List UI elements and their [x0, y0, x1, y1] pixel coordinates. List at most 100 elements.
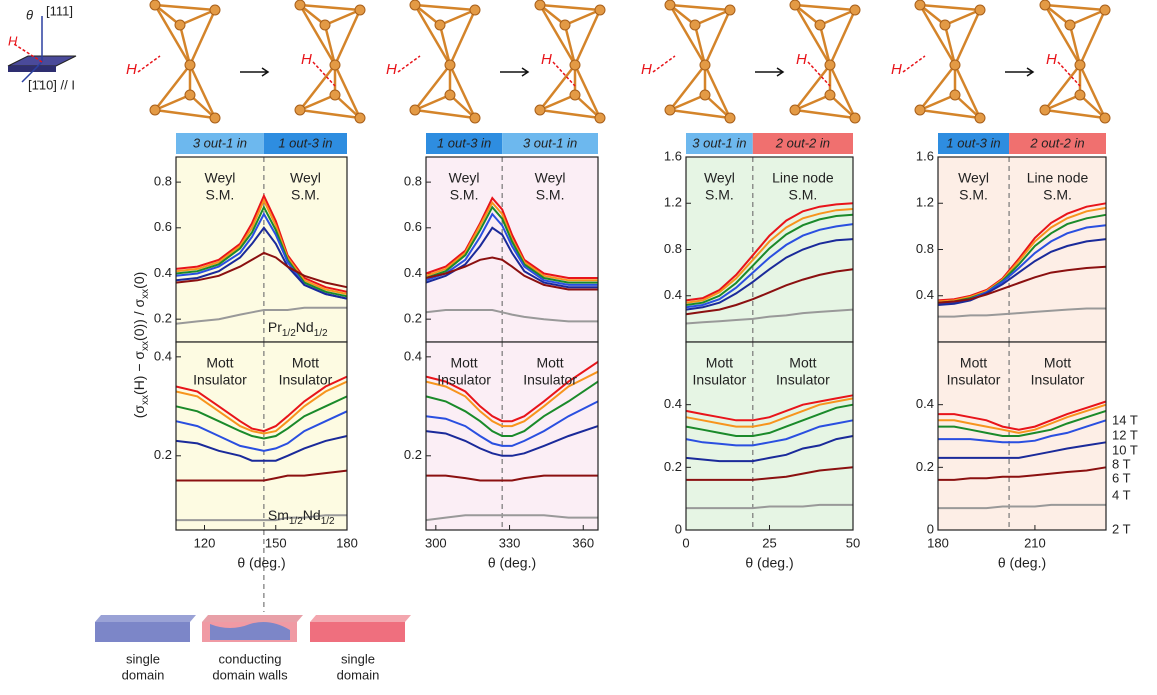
- panel-background: [176, 157, 347, 342]
- sample-label-part: 1/2: [314, 328, 328, 339]
- crystal-bond: [415, 5, 475, 10]
- panel: 1 out-3 in3 out-1 in0.20.40.60.8WeylS.M.…: [404, 133, 598, 342]
- atom: [175, 20, 185, 30]
- x-tick-label: 180: [336, 535, 358, 550]
- y-tick-label: 0: [927, 521, 934, 536]
- atom: [470, 5, 480, 15]
- domain-label: conducting: [219, 651, 282, 666]
- crystal-bond: [795, 5, 855, 10]
- y-tick-label: 0.4: [664, 287, 682, 302]
- axis-label: [1̄10] // I: [28, 77, 75, 92]
- atom: [950, 60, 960, 70]
- atom: [665, 0, 675, 10]
- y-label-part: (0)) / σ: [131, 298, 147, 340]
- atom: [1075, 90, 1085, 100]
- region-label: Insulator: [523, 372, 577, 388]
- atom: [825, 90, 835, 100]
- atom: [330, 90, 340, 100]
- atom: [185, 90, 195, 100]
- crystal-bond: [945, 25, 955, 65]
- atom: [1100, 113, 1110, 123]
- crystal-bond: [670, 5, 705, 65]
- x-axis-label: θ (deg.): [237, 555, 285, 571]
- y-tick-label: 0.2: [404, 311, 422, 326]
- domain-illustration: [95, 615, 411, 642]
- y-tick-label: 0.2: [154, 447, 172, 462]
- region-label: Weyl: [449, 170, 480, 186]
- atom: [210, 113, 220, 123]
- region-label: Mott: [706, 355, 733, 371]
- y-tick-label: 0.4: [404, 265, 422, 280]
- region-label: Weyl: [205, 170, 236, 186]
- sample-label-part: Nd: [296, 319, 314, 335]
- atom: [700, 60, 710, 70]
- x-tick-label: 360: [572, 535, 594, 550]
- region-label: Insulator: [947, 372, 1001, 388]
- y-tick-label: 0.8: [916, 241, 934, 256]
- legend-label: 4 T: [1112, 487, 1131, 502]
- field-label: H: [1046, 51, 1057, 68]
- crystal-bond: [1070, 25, 1080, 65]
- y-tick-label: 1.2: [916, 195, 934, 210]
- y-tick-label: 0.2: [664, 459, 682, 474]
- sample-label-part: 1/2: [321, 516, 335, 527]
- atom: [690, 20, 700, 30]
- region-label: Mott: [450, 355, 477, 371]
- panel: 3 out-1 in1 out-3 in0.20.40.60.8WeylS.M.…: [154, 133, 347, 342]
- atom: [975, 113, 985, 123]
- domain-box: [310, 622, 405, 642]
- y-tick-label: 0.2: [916, 459, 934, 474]
- y-tick-label: 0.2: [404, 447, 422, 462]
- y-tick-label: 0.8: [664, 241, 682, 256]
- atom: [410, 0, 420, 10]
- field-label: H: [891, 61, 902, 78]
- region-label: Weyl: [958, 170, 989, 186]
- x-tick-label: 150: [265, 535, 287, 550]
- y-tick-label: 0.6: [404, 219, 422, 234]
- region-label: Mott: [292, 355, 319, 371]
- atom: [1040, 0, 1050, 10]
- atom: [595, 113, 605, 123]
- field-arrow: [398, 56, 420, 72]
- x-axis-label: θ (deg.): [998, 555, 1046, 571]
- y-tick-label: 0.4: [916, 396, 934, 411]
- phase-label: 3 out-1 in: [692, 135, 746, 150]
- x-tick-label: 300: [425, 535, 447, 550]
- region-label: Mott: [789, 355, 816, 371]
- legend-label: 10 T: [1112, 442, 1138, 457]
- x-tick-label: 330: [499, 535, 521, 550]
- region-label: Mott: [960, 355, 987, 371]
- sample-label-part: Nd: [303, 507, 321, 523]
- crystal-bond: [565, 25, 575, 65]
- phase-label: 2 out-2 in: [775, 135, 830, 150]
- y-tick-label: 0.4: [664, 396, 682, 411]
- atom: [295, 105, 305, 115]
- field-arrow: [138, 56, 160, 72]
- domain-box-top: [95, 615, 196, 622]
- phase-label: 1 out-3 in: [278, 135, 332, 150]
- atom: [320, 20, 330, 30]
- region-label: S.M.: [450, 187, 479, 203]
- crystal-bond: [540, 5, 600, 10]
- region-label: Line node: [1027, 170, 1089, 186]
- region-label: Weyl: [290, 170, 321, 186]
- legend-label: 2 T: [1112, 521, 1131, 536]
- field-label: H: [386, 61, 397, 78]
- atom: [815, 20, 825, 30]
- field-label: H: [126, 61, 137, 78]
- sample-label-part: Sm: [268, 507, 289, 523]
- region-label: Mott: [536, 355, 563, 371]
- atom: [150, 0, 160, 10]
- x-axis-label: θ (deg.): [745, 555, 793, 571]
- sample-label-part: 1/2: [289, 516, 303, 527]
- region-label: Weyl: [535, 170, 566, 186]
- transition-arrow: [500, 68, 528, 76]
- atom: [535, 105, 545, 115]
- atom: [1040, 105, 1050, 115]
- x-tick-label: 180: [927, 535, 949, 550]
- atom: [295, 0, 305, 10]
- y-tick-label: 0.4: [154, 348, 172, 363]
- x-tick-label: 0: [682, 535, 689, 550]
- atom: [825, 60, 835, 70]
- transition-arrow: [1005, 68, 1033, 76]
